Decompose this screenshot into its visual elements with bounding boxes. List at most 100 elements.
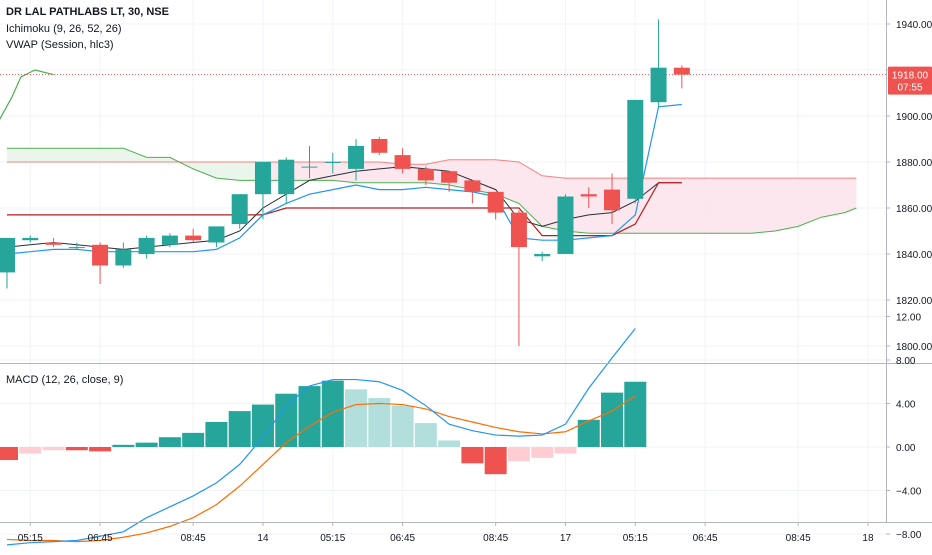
candle-body-up[interactable] [231,194,248,225]
candle-body-down[interactable] [394,155,411,169]
candle-body-down[interactable] [45,242,62,245]
macd-histogram-bar [624,381,647,447]
macd-legend[interactable]: MACD (12, 26, close, 9) [6,374,124,386]
macd-histogram-bar [89,447,112,452]
candle-body-down[interactable] [604,189,621,211]
candle-body-up[interactable] [534,254,551,257]
bar-countdown-label: 07:55 [897,83,922,94]
candle-body-up[interactable] [324,162,341,163]
macd-lines [6,328,636,546]
macd-signal-line [6,395,636,543]
candle-body-up[interactable] [115,249,132,266]
time-tick-label: 08:45 [786,533,811,544]
candle-body-up[interactable] [301,166,318,168]
candle-body-up[interactable] [208,226,225,243]
macd-line [6,328,636,546]
macd-histogram-bar [19,447,42,454]
macd-histogram-bar [158,437,181,447]
candle-body-down[interactable] [92,244,109,266]
macd-histogram-bar [391,405,414,447]
symbol-title: DR LAL PATHLABS LT, 30, NSE [6,6,169,18]
macd-histogram-bar [531,447,554,458]
macd-histogram-bar [65,447,88,451]
candle-body-up[interactable] [254,162,271,195]
time-tick-label: 05:15 [320,533,345,544]
candle-body-down[interactable] [510,212,527,248]
time-tick-label: 06:45 [390,533,415,544]
macd-tick-label: −8.00 [896,530,922,541]
macd-histogram-bar [577,419,600,447]
candle-body-down[interactable] [464,180,481,192]
macd-histogram-bar [112,444,135,447]
candle-body-up[interactable] [557,196,574,255]
candle-body-down[interactable] [580,194,597,197]
macd-tick-label: 12.00 [896,313,921,324]
candle-body-up[interactable] [0,237,15,273]
candle-body-up[interactable] [627,99,644,199]
macd-histogram [0,380,647,475]
macd-histogram-bar [601,392,624,447]
time-tick-label: 06:45 [693,533,718,544]
candle-body-up[interactable] [348,145,365,169]
macd-histogram-bar [507,447,530,462]
macd-tick-label: −4.00 [896,487,922,498]
candle-body-down[interactable] [673,67,690,75]
candle-body-up[interactable] [278,159,295,195]
macd-histogram-bar [368,398,391,447]
leading-span-a-line [7,147,857,234]
candle-body-down[interactable] [371,139,388,153]
macd-histogram-bar [275,393,298,447]
time-tick-label: 08:45 [181,533,206,544]
macd-histogram-bar [484,447,507,475]
macd-histogram-bar [298,386,321,447]
vwap-legend[interactable]: VWAP (Session, hlc3) [6,39,114,51]
ichimoku-legend[interactable]: Ichimoku (9, 26, 52, 26) [6,23,122,35]
lagging-span-line [0,69,54,120]
candle-body-down[interactable] [185,235,202,241]
macd-histogram-bar [42,447,65,451]
candle-body-up[interactable] [68,247,85,249]
macd-histogram-bar [205,421,228,447]
macd-tick-label: 0.00 [896,443,916,454]
macd-tick-label: 8.00 [896,356,916,367]
candlesticks[interactable] [0,19,690,346]
macd-histogram-bar [438,440,461,447]
price-tick-label: 1800.00 [896,342,932,353]
macd-histogram-bar [461,447,484,464]
price-tick-label: 1860.00 [896,204,932,215]
last-price-label: 1918.00 [892,71,929,82]
price-tick-label: 1900.00 [896,112,932,123]
last-price-badge [888,66,932,95]
macd-histogram-bar [251,404,274,447]
candle-body-up[interactable] [161,235,178,245]
macd-histogram-bar [228,411,251,447]
price-tick-label: 1880.00 [896,158,932,169]
time-tick-label: 14 [257,533,269,544]
macd-histogram-bar [182,432,205,447]
price-tick-label: 1940.00 [896,20,932,31]
cloud-bullish-fill [7,148,263,181]
time-tick-label: 17 [560,533,572,544]
candle-body-down[interactable] [487,191,504,213]
candle-body-up[interactable] [138,237,155,254]
macd-histogram-bar [345,389,368,447]
price-tick-label: 1820.00 [896,296,932,307]
ichimoku-cloud [7,147,857,234]
macd-tick-label: 4.00 [896,400,916,411]
candle-body-up[interactable] [22,237,39,241]
candle-body-down[interactable] [417,168,434,181]
price-tick-label: 1840.00 [896,250,932,261]
candle-body-up[interactable] [650,67,667,103]
time-tick-label: 05:15 [623,533,648,544]
time-tick-label: 06:45 [88,533,113,544]
candle-body-down[interactable] [441,171,458,183]
time-tick-label: 18 [862,533,874,544]
macd-histogram-bar [0,447,18,461]
macd-histogram-bar [321,380,344,447]
macd-histogram-bar [135,442,158,447]
macd-histogram-bar [414,423,437,447]
